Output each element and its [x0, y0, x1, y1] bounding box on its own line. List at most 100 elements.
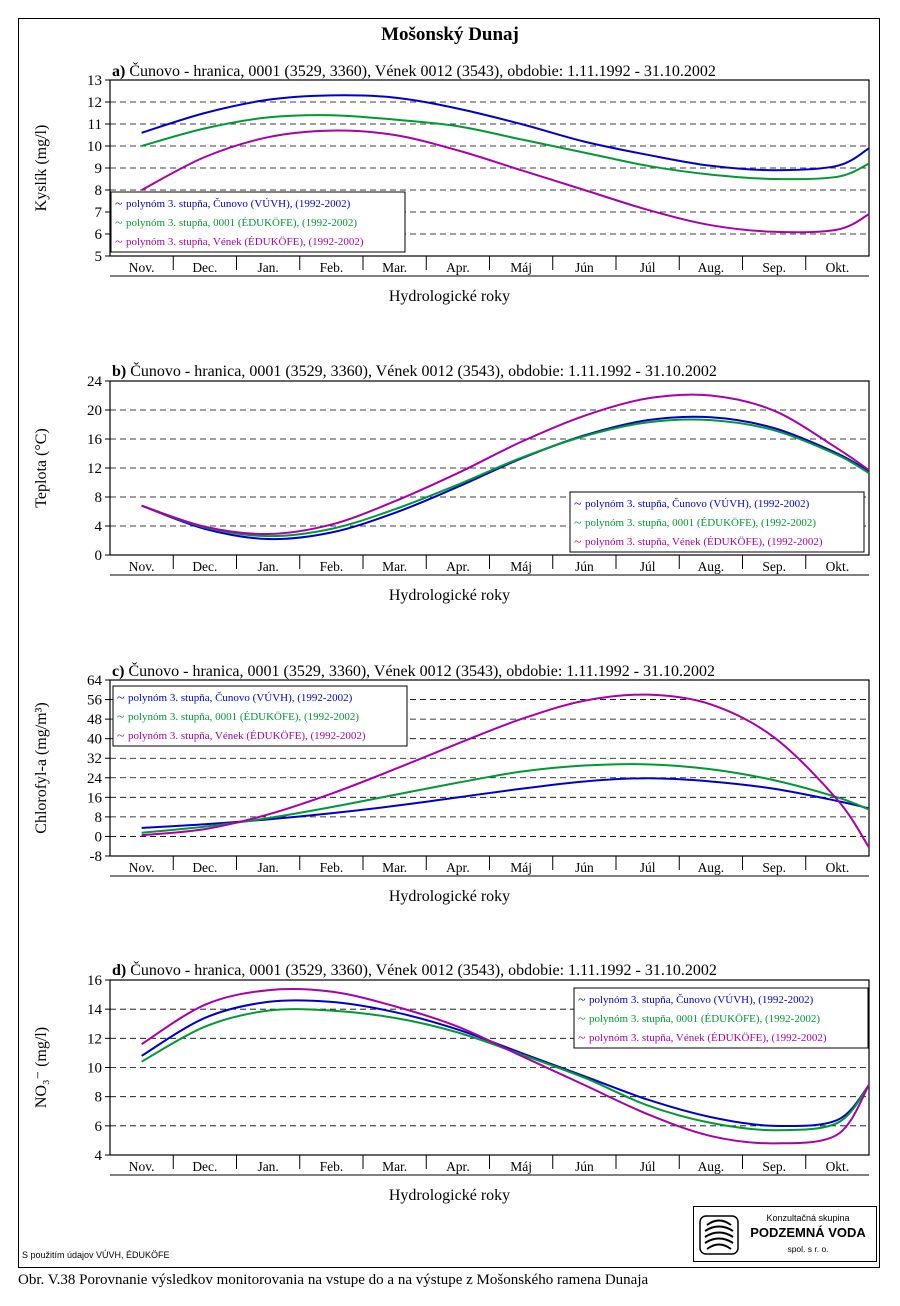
x-tick-label: Júl — [640, 559, 656, 574]
y-tick-label: 7 — [95, 205, 103, 221]
chart-d: 4 6 8 10 12 14 16 Nov. Dec. Jan. Feb. Mar. Apr. Máj Jú… — [33, 960, 870, 1204]
legend-swatch: ~ — [574, 535, 582, 550]
x-tick-label: Dec. — [192, 260, 217, 275]
legend-entry: polynóm 3. stupňa, 0001 (ÉDUKÖFE), (1992… — [585, 517, 816, 529]
series-line-1 — [141, 999, 870, 1128]
legend-swatch: ~ — [578, 1031, 586, 1046]
y-tick-label: 48 — [87, 712, 102, 728]
x-tick-label: Sep. — [762, 860, 786, 875]
legend-entry: polynóm 3. stupňa, Vének (ÉDUKÖFE), (199… — [128, 730, 366, 742]
legend-entry: polynóm 3. stupňa, Čunovo (VÚVH), (1992-… — [585, 498, 810, 510]
x-tick-label: Sep. — [762, 260, 786, 275]
y-tick-label: 8 — [95, 810, 103, 826]
x-tick-label: Okt. — [826, 1159, 850, 1174]
x-tick-label: Jún — [575, 559, 594, 574]
company-logo: Konzultačná skupina PODZEMNÁ VODA spol. … — [693, 1206, 877, 1262]
x-tick-label: Júl — [640, 860, 656, 875]
chart-title: c) Čunovo - hranica, 0001 (3529, 3360), … — [112, 661, 715, 680]
y-tick-label: 12 — [87, 1031, 102, 1047]
legend-swatch: ~ — [574, 497, 582, 512]
x-axis-label: Hydrologické roky — [389, 888, 510, 905]
legend-entry: polynóm 3. stupňa, 0001 (ÉDUKÖFE), (1992… — [589, 1013, 820, 1025]
y-tick-label: 5 — [95, 249, 103, 265]
y-tick-label: 6 — [95, 1119, 103, 1135]
x-tick-label: Apr. — [446, 1159, 470, 1174]
chart-title-text: Čunovo - hranica, 0001 (3529, 3360), Vén… — [129, 61, 716, 80]
y-tick-label: 16 — [87, 790, 103, 806]
y-tick-label: 4 — [95, 519, 103, 535]
chart-title-text: Čunovo - hranica, 0001 (3529, 3360), Vén… — [128, 661, 715, 680]
x-tick-label: Nov. — [129, 559, 155, 574]
legend-swatch: ~ — [117, 691, 125, 706]
x-axis-label: Hydrologické roky — [389, 1187, 510, 1204]
x-tick-label: Sep. — [762, 559, 786, 574]
y-axis-label: NO₃⁻ (mg/l) — [33, 1027, 50, 1108]
legend-box — [573, 987, 869, 1049]
x-tick-label: Nov. — [129, 260, 155, 275]
x-tick-label: Jan. — [257, 260, 278, 275]
series-line-3 — [141, 693, 870, 848]
legend-entry: polynóm 3. stupňa, Vének (ÉDUKÖFE), (199… — [126, 236, 364, 248]
chart-b: 0 4 8 12 16 20 24 Nov. Dec. Jan. Feb. Mar. Apr. Máj Jú… — [33, 361, 870, 604]
legend: ~ polynóm 3. stupňa, Čunovo (VÚVH), (1992… — [110, 191, 406, 253]
x-tick-label: Aug. — [698, 559, 725, 574]
legend-entry: polynóm 3. stupňa, 0001 (ÉDUKÖFE), (1992… — [128, 711, 359, 723]
x-tick-label: Nov. — [129, 1159, 155, 1174]
chart-label: c) — [112, 663, 128, 680]
x-tick-label: Júl — [640, 1159, 656, 1174]
x-tick-label: Mar. — [382, 860, 407, 875]
legend: ~ polynóm 3. stupňa, Čunovo (VÚVH), (1992… — [569, 491, 865, 553]
series-line-2 — [141, 418, 870, 538]
y-tick-label: 13 — [87, 73, 102, 89]
x-tick-label: Mar. — [382, 559, 407, 574]
y-tick-label: 32 — [87, 751, 102, 767]
legend-entry: polynóm 3. stupňa, Čunovo (VÚVH), (1992-… — [589, 994, 814, 1006]
y-tick-label: 40 — [87, 732, 102, 748]
x-tick-label: Jún — [575, 860, 594, 875]
chart-title-text: Čunovo - hranica, 0001 (3529, 3360), Vén… — [130, 361, 717, 380]
x-tick-label: Dec. — [192, 559, 217, 574]
x-tick-label: Jan. — [257, 559, 278, 574]
legend-swatch: ~ — [115, 197, 123, 212]
x-tick-label: Sep. — [762, 1159, 786, 1174]
x-tick-label: Máj — [510, 260, 532, 275]
legend: ~ polynóm 3. stupňa, Čunovo (VÚVH), (1992… — [573, 987, 869, 1049]
x-tick-label: Jún — [575, 260, 594, 275]
chart-title: b) Čunovo - hranica, 0001 (3529, 3360), … — [112, 361, 717, 380]
chart-title-text: Čunovo - hranica, 0001 (3529, 3360), Vén… — [130, 960, 717, 979]
chart-title: a) Čunovo - hranica, 0001 (3529, 3360), … — [112, 61, 716, 80]
y-axis-label: Kyslík (mg/l) — [33, 125, 50, 212]
y-tick-label: 20 — [87, 403, 102, 419]
y-tick-label: 6 — [95, 227, 103, 243]
legend-entry: polynóm 3. stupňa, 0001 (ÉDUKÖFE), (1992… — [126, 217, 357, 229]
x-tick-label: Dec. — [192, 1159, 217, 1174]
legend-box — [110, 191, 406, 253]
chart-label: a) — [112, 63, 129, 80]
x-tick-label: Feb. — [320, 260, 344, 275]
x-tick-label: Jún — [575, 1159, 594, 1174]
legend-box — [112, 685, 408, 747]
y-axis-label: Teplota (°C) — [33, 428, 50, 507]
legend-entry: polynóm 3. stupňa, Vének (ÉDUKÖFE), (199… — [589, 1032, 827, 1044]
figure-frame — [18, 18, 880, 1268]
series-line-2 — [141, 763, 870, 834]
x-tick-label: Aug. — [698, 1159, 725, 1174]
x-tick-label: Máj — [510, 860, 532, 875]
legend-entry: polynóm 3. stupňa, Vének (ÉDUKÖFE), (199… — [585, 536, 823, 548]
source-note: S použitím údajov VÚVH, ÉDUKÖFE — [22, 1250, 170, 1260]
legend-swatch: ~ — [117, 729, 125, 744]
y-axis-label: Chlorofyl-a (mg/m³) — [33, 702, 50, 833]
series-line-3 — [141, 393, 870, 535]
legend-entry: polynóm 3. stupňa, Čunovo (VÚVH), (1992-… — [128, 692, 353, 704]
x-tick-label: Okt. — [826, 559, 850, 574]
y-tick-label: 56 — [87, 693, 103, 709]
legend: ~ polynóm 3. stupňa, Čunovo (VÚVH), (1992… — [112, 685, 408, 747]
series-line-2 — [141, 114, 870, 181]
y-tick-label: 10 — [87, 139, 102, 155]
legend-box — [569, 491, 865, 553]
x-tick-label: Mar. — [382, 260, 407, 275]
y-tick-label: 10 — [87, 1061, 102, 1077]
series-line-1 — [141, 94, 870, 172]
y-tick-label: 12 — [87, 461, 102, 477]
